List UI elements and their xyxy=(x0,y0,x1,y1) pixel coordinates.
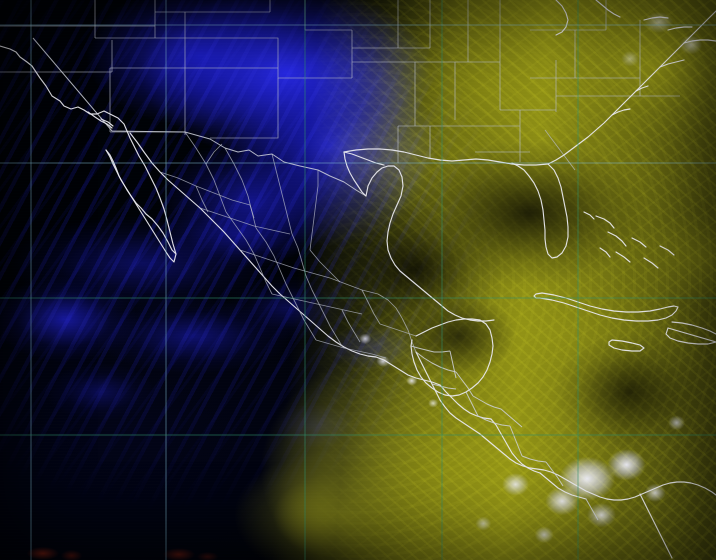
coastline-caribbean-islands xyxy=(533,211,716,352)
coastline-atlantic-us xyxy=(547,10,716,165)
graticule-horizontal-lines xyxy=(0,24,716,436)
bottom-edge-artifacts xyxy=(0,538,716,560)
coastline-central-america xyxy=(415,351,716,559)
coastline-great-lakes xyxy=(555,0,621,36)
us-mexico-border xyxy=(32,37,367,197)
mexico-state-borders xyxy=(159,131,417,359)
graticule-vertical-lines xyxy=(30,0,579,560)
central-america-borders xyxy=(410,345,599,521)
us-state-borders xyxy=(0,0,680,171)
coastline-pacific-north xyxy=(0,45,177,263)
coastline-gulf-of-mexico xyxy=(343,148,569,322)
